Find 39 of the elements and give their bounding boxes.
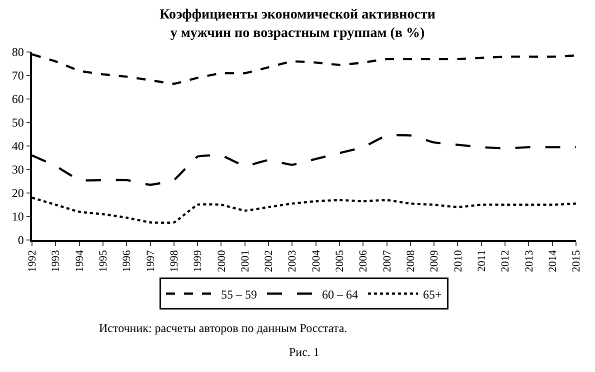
y-tick-label: 40 [12, 139, 24, 154]
x-tick-label: 2006 [358, 250, 370, 272]
x-tick-label: 2008 [405, 250, 418, 272]
text: Источник: расчеты авторов по данным Росстата. [99, 321, 348, 335]
text: Рис. 1 [289, 345, 320, 359]
x-tick-label: 1994 [74, 250, 86, 272]
y-tick-label: 60 [12, 92, 24, 106]
y-tick-label: 10 [12, 210, 24, 224]
x-tick-label: 2001 [239, 250, 252, 272]
x-tick-label: 2000 [216, 250, 228, 272]
x-tick-label: 2015 [570, 250, 583, 272]
y-tick-label: 80 [12, 45, 24, 60]
y-tick-label: 0 [18, 233, 24, 248]
x-tick-label: 1996 [121, 250, 134, 272]
x-tick-label: 2011 [476, 250, 488, 272]
x-tick-label: 2013 [523, 250, 536, 272]
x-tick-label: 2012 [500, 250, 512, 272]
y-tick-label: 50 [12, 116, 24, 130]
x-tick-label: 1995 [98, 250, 110, 272]
legend-label: 65+ [423, 287, 442, 302]
legend-label: 60 – 64 [322, 287, 358, 302]
chart-title: Коэффициенты экономической активности у мужчин по возрастным группам (в %) [160, 8, 436, 41]
x-tick-label: 2009 [428, 250, 441, 272]
x-tick-label: 1998 [168, 250, 180, 272]
x-tick-label: 2005 [334, 250, 346, 272]
y-tick-label: 30 [12, 162, 24, 177]
x-tick-label: 1997 [144, 250, 157, 272]
x-tick-label: 2014 [546, 250, 559, 272]
x-tick-label: 2004 [310, 250, 322, 272]
legend-label: 55 – 59 [221, 287, 257, 302]
y-tick-label: 70 [12, 68, 24, 83]
x-tick-label: 1999 [192, 250, 204, 272]
x-tick-label: 2003 [286, 250, 299, 272]
x-tick-label: 2007 [381, 250, 394, 272]
x-tick-label: 1992 [26, 250, 39, 272]
x-tick-label: 2010 [452, 250, 464, 272]
y-tick-label: 20 [12, 186, 24, 200]
x-tick-label: 1993 [50, 250, 62, 272]
x-tick-label: 2002 [263, 250, 276, 272]
